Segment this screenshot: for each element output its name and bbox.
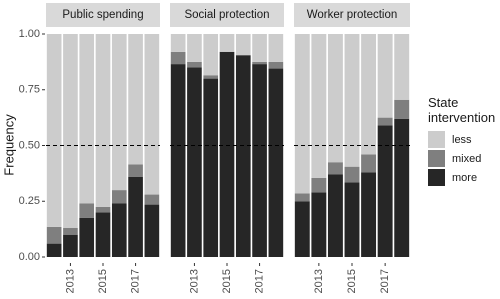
bar-segment (144, 204, 160, 257)
bar-segment (294, 193, 310, 202)
bar-segment (219, 51, 235, 258)
bar-segment (294, 201, 310, 257)
bar-segment (344, 34, 360, 167)
bar-segment (187, 34, 202, 62)
bar-segment (111, 34, 127, 191)
bar-segment (394, 118, 410, 258)
facet-title: Social protection (184, 9, 269, 21)
facet-strip (46, 3, 160, 27)
legend-label: more (452, 172, 477, 184)
bar-segment (170, 34, 186, 52)
bar-segment (219, 34, 235, 52)
bar-segment (79, 203, 95, 218)
bar-segment (311, 34, 327, 178)
bar-segment (327, 174, 343, 257)
legend-key (428, 150, 445, 167)
bar-segment (128, 34, 143, 165)
bar-segment (170, 51, 186, 65)
bar-segment (63, 34, 78, 229)
bar-segment (361, 34, 377, 155)
bar-segment (95, 212, 111, 257)
bar-segment (46, 243, 62, 257)
y-axis-title: Frequency (1, 114, 16, 176)
bar-segment (203, 78, 219, 257)
x-tick-label: 2017 (253, 269, 265, 293)
bar-segment (361, 154, 377, 173)
bar-segment (268, 61, 284, 69)
bar-segment (252, 61, 267, 65)
bar-segment (394, 34, 410, 100)
bar-segment (144, 34, 160, 195)
bar-segment (79, 217, 95, 257)
bar-segment (311, 177, 327, 193)
bar-segment (252, 34, 267, 62)
bar-segment (128, 164, 143, 177)
bar-segment (294, 34, 310, 194)
legend-label: less (452, 134, 472, 146)
y-tick-label: 0.50 (19, 139, 40, 151)
bar-segment (377, 125, 393, 258)
bar-segment (111, 190, 127, 204)
bar-segment (170, 64, 186, 257)
x-tick-label: 2013 (64, 269, 76, 293)
x-tick-label: 2017 (129, 269, 141, 293)
bar-segment (394, 99, 410, 119)
bar-segment (187, 67, 202, 257)
bar-segment (95, 206, 111, 213)
bar-segment (377, 117, 393, 126)
x-tick-label: 2015 (346, 269, 358, 293)
bar-segment (235, 55, 251, 258)
bar-segment (95, 34, 111, 207)
y-tick-label: 0.00 (19, 251, 40, 263)
bar-segment (344, 182, 360, 257)
bar-segment (203, 34, 219, 76)
x-tick-label: 2015 (221, 269, 233, 293)
bar-segment (344, 166, 360, 183)
bar-segment (361, 172, 377, 257)
x-tick-label: 2013 (188, 269, 200, 293)
bar-segment (187, 61, 202, 68)
bar-segment (63, 234, 78, 257)
bar-segment (327, 34, 343, 163)
bar-segment (128, 176, 143, 257)
bar-segment (144, 194, 160, 205)
facet-title: Worker protection (307, 9, 398, 21)
x-tick-label: 2017 (379, 269, 391, 293)
bar-segment (79, 34, 95, 204)
bar-segment (63, 228, 78, 235)
y-tick-label: 0.25 (19, 195, 40, 207)
bar-segment (235, 34, 251, 56)
y-tick-label: 0.75 (19, 84, 40, 96)
bar-segment (46, 226, 62, 244)
facet-title: Public spending (62, 9, 143, 21)
facet-strip (170, 3, 284, 27)
facet-strip (294, 3, 410, 27)
bar-segment (252, 64, 267, 257)
legend-label: mixed (452, 153, 481, 165)
x-tick-label: 2013 (313, 269, 325, 293)
y-tick-label: 1.00 (19, 28, 40, 40)
bar-segment (377, 34, 393, 118)
bar-segment (203, 75, 219, 79)
bar-segment (327, 162, 343, 175)
bar-segment (111, 203, 127, 257)
bar-segment (268, 34, 284, 62)
x-tick-label: 2015 (97, 269, 109, 293)
bar-segment (268, 68, 284, 257)
legend-title: State intervention (428, 95, 496, 125)
legend-key (428, 131, 445, 148)
bar-segment (46, 34, 62, 227)
bar-segment (311, 192, 327, 257)
legend-key (428, 169, 445, 186)
